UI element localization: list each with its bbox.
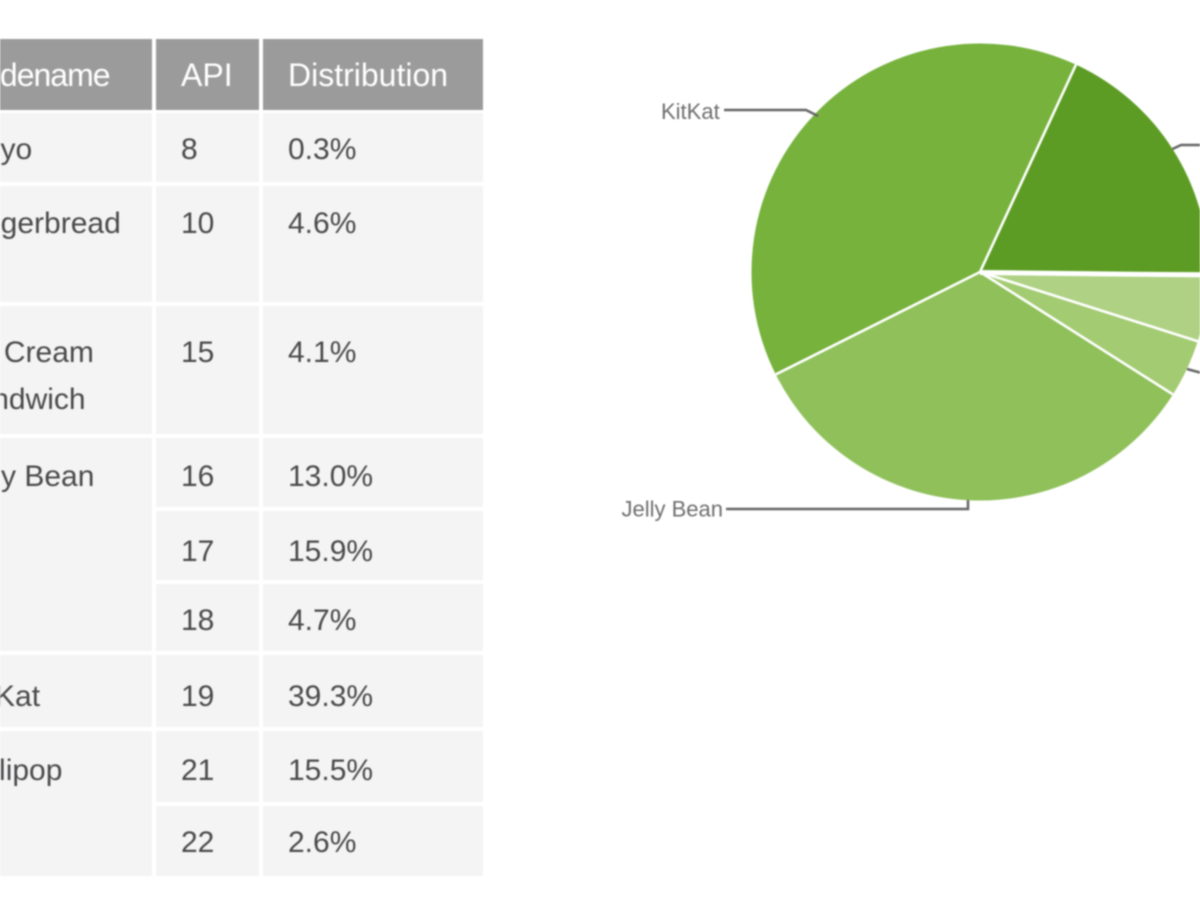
svg-text:KitKat: KitKat: [661, 99, 720, 124]
svg-text:Jelly Bean: Jelly Bean: [622, 497, 724, 522]
